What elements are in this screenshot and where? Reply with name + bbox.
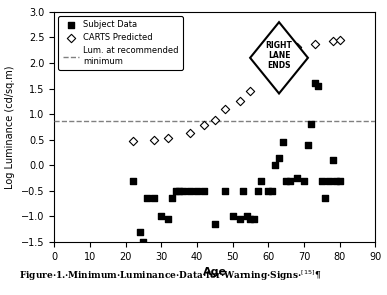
Subject Data bbox=[240, 189, 247, 193]
Subject Data bbox=[283, 178, 289, 183]
X-axis label: Age: Age bbox=[203, 267, 227, 277]
Subject Data bbox=[237, 217, 243, 221]
CARTS Predicted bbox=[247, 89, 253, 94]
Subject Data bbox=[279, 140, 286, 145]
Subject Data bbox=[151, 196, 157, 201]
Subject Data bbox=[265, 189, 271, 193]
CARTS Predicted bbox=[130, 138, 136, 143]
Subject Data bbox=[229, 214, 236, 219]
Subject Data bbox=[301, 178, 307, 183]
Legend: Subject Data, CARTS Predicted, Lum. at recommended
minimum: Subject Data, CARTS Predicted, Lum. at r… bbox=[58, 16, 183, 70]
CARTS Predicted bbox=[294, 44, 300, 49]
Subject Data bbox=[180, 189, 186, 193]
Subject Data bbox=[287, 178, 293, 183]
Polygon shape bbox=[250, 22, 308, 94]
Subject Data bbox=[194, 189, 200, 193]
Subject Data bbox=[144, 196, 150, 201]
Subject Data bbox=[322, 196, 329, 201]
CARTS Predicted bbox=[165, 136, 171, 140]
Text: RIGHT
LANE
ENDS: RIGHT LANE ENDS bbox=[265, 41, 293, 71]
Subject Data bbox=[312, 81, 318, 86]
Subject Data bbox=[201, 189, 207, 193]
CARTS Predicted bbox=[237, 99, 243, 104]
Lum. at recommended
minimum bbox=[52, 119, 57, 122]
Subject Data bbox=[223, 189, 229, 193]
Subject Data bbox=[176, 189, 182, 193]
Subject Data bbox=[308, 122, 314, 127]
Subject Data bbox=[137, 229, 143, 234]
Y-axis label: Log Luminance (cd/sq.m): Log Luminance (cd/sq.m) bbox=[5, 65, 15, 189]
CARTS Predicted bbox=[212, 118, 218, 122]
Subject Data bbox=[247, 217, 253, 221]
Subject Data bbox=[251, 217, 257, 221]
Subject Data bbox=[276, 155, 282, 160]
Subject Data bbox=[244, 214, 250, 219]
Subject Data bbox=[329, 158, 336, 163]
Subject Data bbox=[294, 176, 300, 180]
Subject Data bbox=[333, 178, 339, 183]
CARTS Predicted bbox=[201, 123, 207, 128]
Subject Data bbox=[212, 222, 218, 226]
Subject Data bbox=[319, 178, 325, 183]
CARTS Predicted bbox=[337, 37, 343, 42]
Subject Data bbox=[269, 189, 275, 193]
Subject Data bbox=[165, 217, 171, 221]
Subject Data bbox=[158, 214, 164, 219]
Subject Data bbox=[315, 83, 321, 88]
Subject Data bbox=[187, 189, 193, 193]
Subject Data bbox=[140, 240, 147, 244]
CARTS Predicted bbox=[312, 41, 318, 46]
CARTS Predicted bbox=[329, 39, 336, 44]
Subject Data bbox=[130, 178, 136, 183]
Subject Data bbox=[173, 189, 179, 193]
CARTS Predicted bbox=[223, 106, 229, 111]
Subject Data bbox=[169, 196, 175, 201]
Subject Data bbox=[305, 142, 311, 147]
CARTS Predicted bbox=[265, 72, 271, 76]
Subject Data bbox=[258, 178, 264, 183]
Subject Data bbox=[272, 163, 279, 168]
Subject Data bbox=[337, 178, 343, 183]
Text: Figure·1.·Minimum·Luminance·Data·for·Warning·Signs·$^{[15]}$¶: Figure·1.·Minimum·Luminance·Data·for·War… bbox=[19, 269, 322, 283]
Subject Data bbox=[326, 178, 332, 183]
Subject Data bbox=[255, 189, 261, 193]
Lum. at recommended
minimum bbox=[55, 119, 60, 122]
CARTS Predicted bbox=[151, 137, 157, 142]
CARTS Predicted bbox=[187, 131, 193, 136]
